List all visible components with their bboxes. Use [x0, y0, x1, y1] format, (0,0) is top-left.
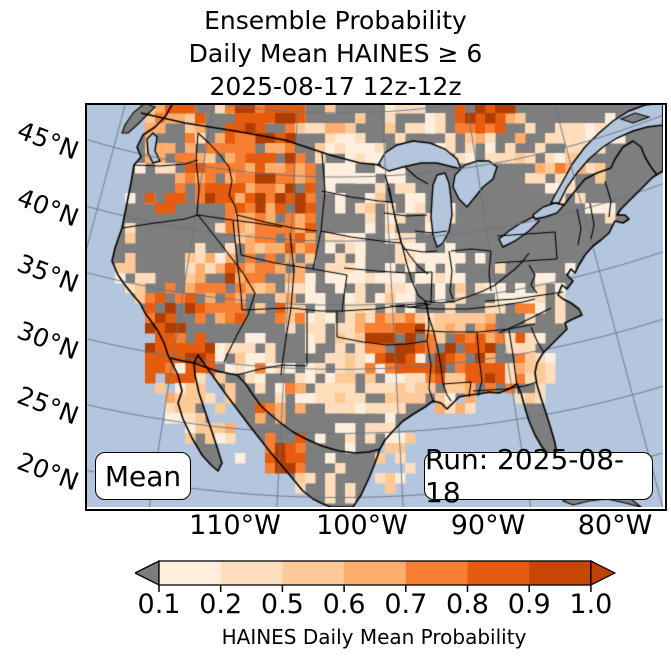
colorbar-tick-0.2: 0.2: [199, 589, 243, 620]
colorbar-caption: HAINES Daily Mean Probability: [221, 625, 527, 649]
lon-tick-label-80w: 80°W: [577, 510, 653, 541]
lon-tick-label-90w: 90°W: [450, 510, 526, 541]
mean-annotation-box: Mean: [95, 452, 191, 500]
colorbar: [135, 560, 616, 592]
colorbar-tick-0.1: 0.1: [137, 589, 181, 620]
run-date-label: Run: 2025-08-18: [425, 443, 625, 509]
colorbar-tick-0.6: 0.6: [322, 589, 366, 620]
title-line-3: 2025-08-17 12z-12z: [209, 72, 462, 101]
lat-tick-label-45n: 45°N: [13, 115, 83, 166]
map-frame: [85, 103, 667, 511]
colorbar-tick-0.9: 0.9: [507, 589, 551, 620]
colorbar-tick-1.0: 1.0: [569, 589, 613, 620]
run-date-annotation-box: Run: 2025-08-18: [424, 443, 653, 509]
colorbar-tick-0.7: 0.7: [384, 589, 428, 620]
lon-tick-label-110w: 110°W: [189, 510, 281, 541]
colorbar-tick-0.8: 0.8: [446, 589, 489, 620]
lat-tick-label-40n: 40°N: [13, 182, 83, 233]
lat-tick-label-20n: 20°N: [13, 446, 83, 497]
lat-tick-label-30n: 30°N: [13, 315, 83, 366]
lat-tick-label-25n: 25°N: [13, 380, 83, 431]
colorbar-tick-0.5: 0.5: [260, 589, 304, 620]
plot-title: Ensemble Probability Daily Mean HAINES ≥…: [0, 4, 671, 103]
lat-tick-label-35n: 35°N: [13, 248, 83, 299]
probability-map-canvas: [85, 103, 663, 507]
mean-label: Mean: [104, 459, 182, 493]
title-line-1: Ensemble Probability: [204, 6, 467, 35]
title-line-2: Daily Mean HAINES ≥ 6: [188, 39, 483, 68]
lon-tick-label-100w: 100°W: [316, 510, 408, 541]
